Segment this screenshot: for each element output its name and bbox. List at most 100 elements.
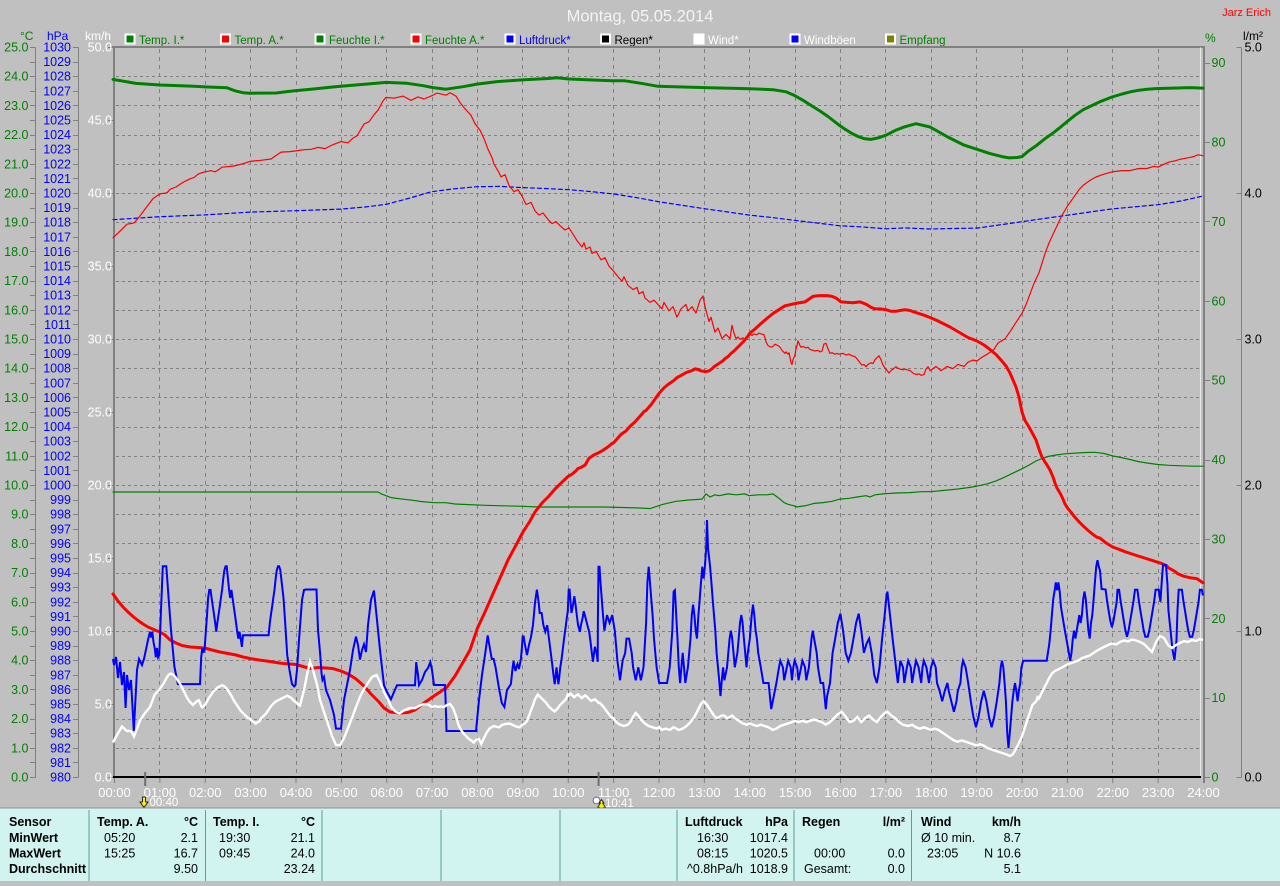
svg-text:11:00: 11:00 [598,785,630,800]
svg-text:70: 70 [1212,215,1226,229]
svg-text:Jarz Erich: Jarz Erich [1222,7,1271,19]
svg-text:50: 50 [1212,374,1226,388]
svg-text:1014: 1014 [43,274,71,288]
svg-text:1010: 1010 [43,333,71,347]
svg-text:1.0: 1.0 [1245,625,1262,639]
svg-text:24.0: 24.0 [4,70,28,84]
svg-text:1013: 1013 [43,289,71,303]
svg-text:Durchschnitt: Durchschnitt [9,862,87,876]
svg-text:1000: 1000 [43,479,71,493]
svg-text:1015: 1015 [43,260,71,274]
svg-text:1009: 1009 [43,347,71,361]
svg-text:15:25: 15:25 [104,847,135,861]
svg-text:%: % [1205,31,1216,45]
svg-text:1008: 1008 [43,362,71,376]
svg-text:997: 997 [50,522,71,536]
svg-text:1003: 1003 [43,435,71,449]
svg-text:60: 60 [1212,294,1226,308]
svg-text:N 10.6: N 10.6 [984,847,1021,861]
svg-text:Luftdruck: Luftdruck [685,815,743,829]
svg-text:1017.4: 1017.4 [750,831,788,845]
svg-text:12:00: 12:00 [643,785,676,800]
svg-text:10: 10 [1212,691,1226,705]
svg-text:l/m²: l/m² [883,815,905,829]
svg-text:13.0: 13.0 [4,391,28,405]
svg-text:8.7: 8.7 [1004,831,1021,845]
svg-text:986: 986 [50,683,71,697]
svg-text:40: 40 [1212,453,1226,467]
svg-text:04:00: 04:00 [280,785,313,800]
svg-text:80: 80 [1212,136,1226,150]
svg-text:Temp. I.: Temp. I. [213,815,259,829]
svg-text:2.0: 2.0 [1245,479,1262,493]
svg-text:14:00: 14:00 [733,785,766,800]
svg-text:13:00: 13:00 [688,785,721,800]
svg-text:20.0: 20.0 [88,479,112,493]
svg-text:4.0: 4.0 [11,654,28,668]
svg-text:°C: °C [20,29,34,43]
svg-text:1002: 1002 [43,449,71,463]
svg-text:25.0: 25.0 [88,406,112,420]
svg-text:Montag, 05.05.2014: Montag, 05.05.2014 [567,8,714,26]
svg-text:Luftdruck*: Luftdruck* [519,35,571,47]
svg-text:1012: 1012 [43,303,71,317]
svg-text:987: 987 [50,668,71,682]
svg-text:7.0: 7.0 [11,566,28,580]
svg-text:hPa: hPa [765,815,789,829]
svg-text:984: 984 [50,712,71,726]
svg-text:Ø 10 min.: Ø 10 min. [921,831,975,845]
svg-text:1026: 1026 [43,99,71,113]
svg-text:00:00: 00:00 [98,785,131,800]
svg-text:995: 995 [50,552,71,566]
svg-text:01:00: 01:00 [144,785,177,800]
svg-text:10:00: 10:00 [552,785,585,800]
svg-text:25.0: 25.0 [4,41,28,55]
svg-text:21.0: 21.0 [4,157,28,171]
svg-text:MaxWert: MaxWert [9,847,62,861]
svg-text:1021: 1021 [43,172,71,186]
svg-text:999: 999 [50,493,71,507]
svg-text:Wind*: Wind* [708,35,739,47]
svg-text:2.1: 2.1 [181,831,198,845]
svg-text:Windböen: Windböen [804,35,856,47]
svg-text:17.0: 17.0 [4,274,28,288]
svg-text:16.7: 16.7 [174,847,198,861]
svg-text:06:00: 06:00 [370,785,403,800]
svg-text:1017: 1017 [43,230,71,244]
svg-text:993: 993 [50,581,71,595]
svg-text:1004: 1004 [43,420,71,434]
svg-text:1022: 1022 [43,157,71,171]
svg-text:22:00: 22:00 [1096,785,1129,800]
svg-text:35.0: 35.0 [88,260,112,274]
svg-text:14.0: 14.0 [4,362,28,376]
svg-text:^0.8hPa/h: ^0.8hPa/h [687,862,743,876]
svg-text:992: 992 [50,595,71,609]
svg-text:11.0: 11.0 [5,449,28,463]
svg-text:19.0: 19.0 [4,216,28,230]
svg-text:4.0: 4.0 [1245,187,1262,201]
svg-text:10:41: 10:41 [605,798,634,810]
svg-text:18:00: 18:00 [915,785,948,800]
svg-text:MinWert: MinWert [9,831,59,845]
svg-text:20: 20 [1212,612,1226,626]
svg-text:1001: 1001 [43,464,71,478]
svg-text:Regen: Regen [802,815,840,829]
svg-text:1016: 1016 [43,245,71,259]
svg-text:09:00: 09:00 [507,785,540,800]
svg-text:998: 998 [50,508,71,522]
svg-text:Temp. I.*: Temp. I.* [139,35,185,47]
svg-text:hPa: hPa [47,29,69,43]
svg-text:1028: 1028 [43,70,71,84]
svg-text:Regen*: Regen* [615,35,654,47]
svg-text:6.0: 6.0 [11,595,28,609]
svg-text:Wind: Wind [921,815,951,829]
svg-text:1020.5: 1020.5 [750,847,788,861]
svg-text:°C: °C [301,815,315,829]
svg-text:20:00: 20:00 [1006,785,1039,800]
svg-text:30: 30 [1212,532,1226,546]
svg-text:0.0: 0.0 [11,771,28,785]
svg-text:1005: 1005 [43,406,71,420]
svg-text:40.0: 40.0 [88,187,112,201]
svg-text:983: 983 [50,727,71,741]
svg-text:8.0: 8.0 [11,537,28,551]
